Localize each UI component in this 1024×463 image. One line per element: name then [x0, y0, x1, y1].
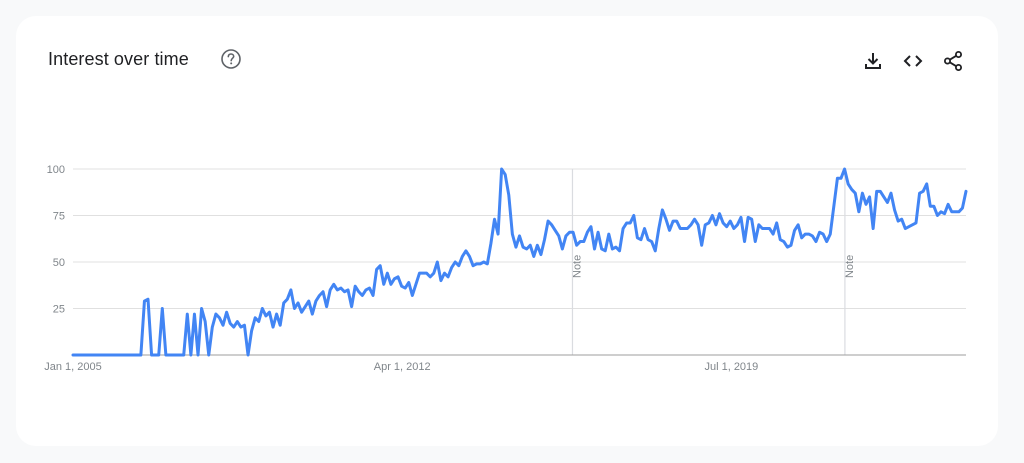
chart-title: Interest over time [48, 49, 189, 69]
y-tick-label: 75 [53, 211, 65, 223]
grid-lines [73, 168, 966, 309]
download-icon[interactable] [861, 49, 885, 73]
y-tick-label: 50 [53, 257, 65, 269]
x-tick-label: Jan 1, 2005 [44, 361, 102, 373]
y-tick-label: 25 [53, 304, 65, 316]
help-circle-icon[interactable] [220, 48, 242, 70]
note-annotations: Note Note [571, 169, 856, 355]
note-label[interactable]: Note [844, 255, 856, 278]
share-icon[interactable] [941, 49, 965, 73]
y-tick-label: 100 [47, 164, 65, 176]
note-label[interactable]: Note [571, 255, 583, 278]
x-tick-label: Jul 1, 2019 [704, 361, 758, 373]
interest-over-time-card: Interest over time [16, 16, 998, 446]
x-tick-label: Apr 1, 2012 [374, 361, 431, 373]
series-line [71, 167, 968, 357]
x-axis-ticks: Jan 1, 2005 Apr 1, 2012 Jul 1, 2019 [44, 361, 758, 373]
y-axis-ticks: 25 50 75 100 [47, 164, 65, 316]
embed-code-icon[interactable] [901, 49, 925, 73]
